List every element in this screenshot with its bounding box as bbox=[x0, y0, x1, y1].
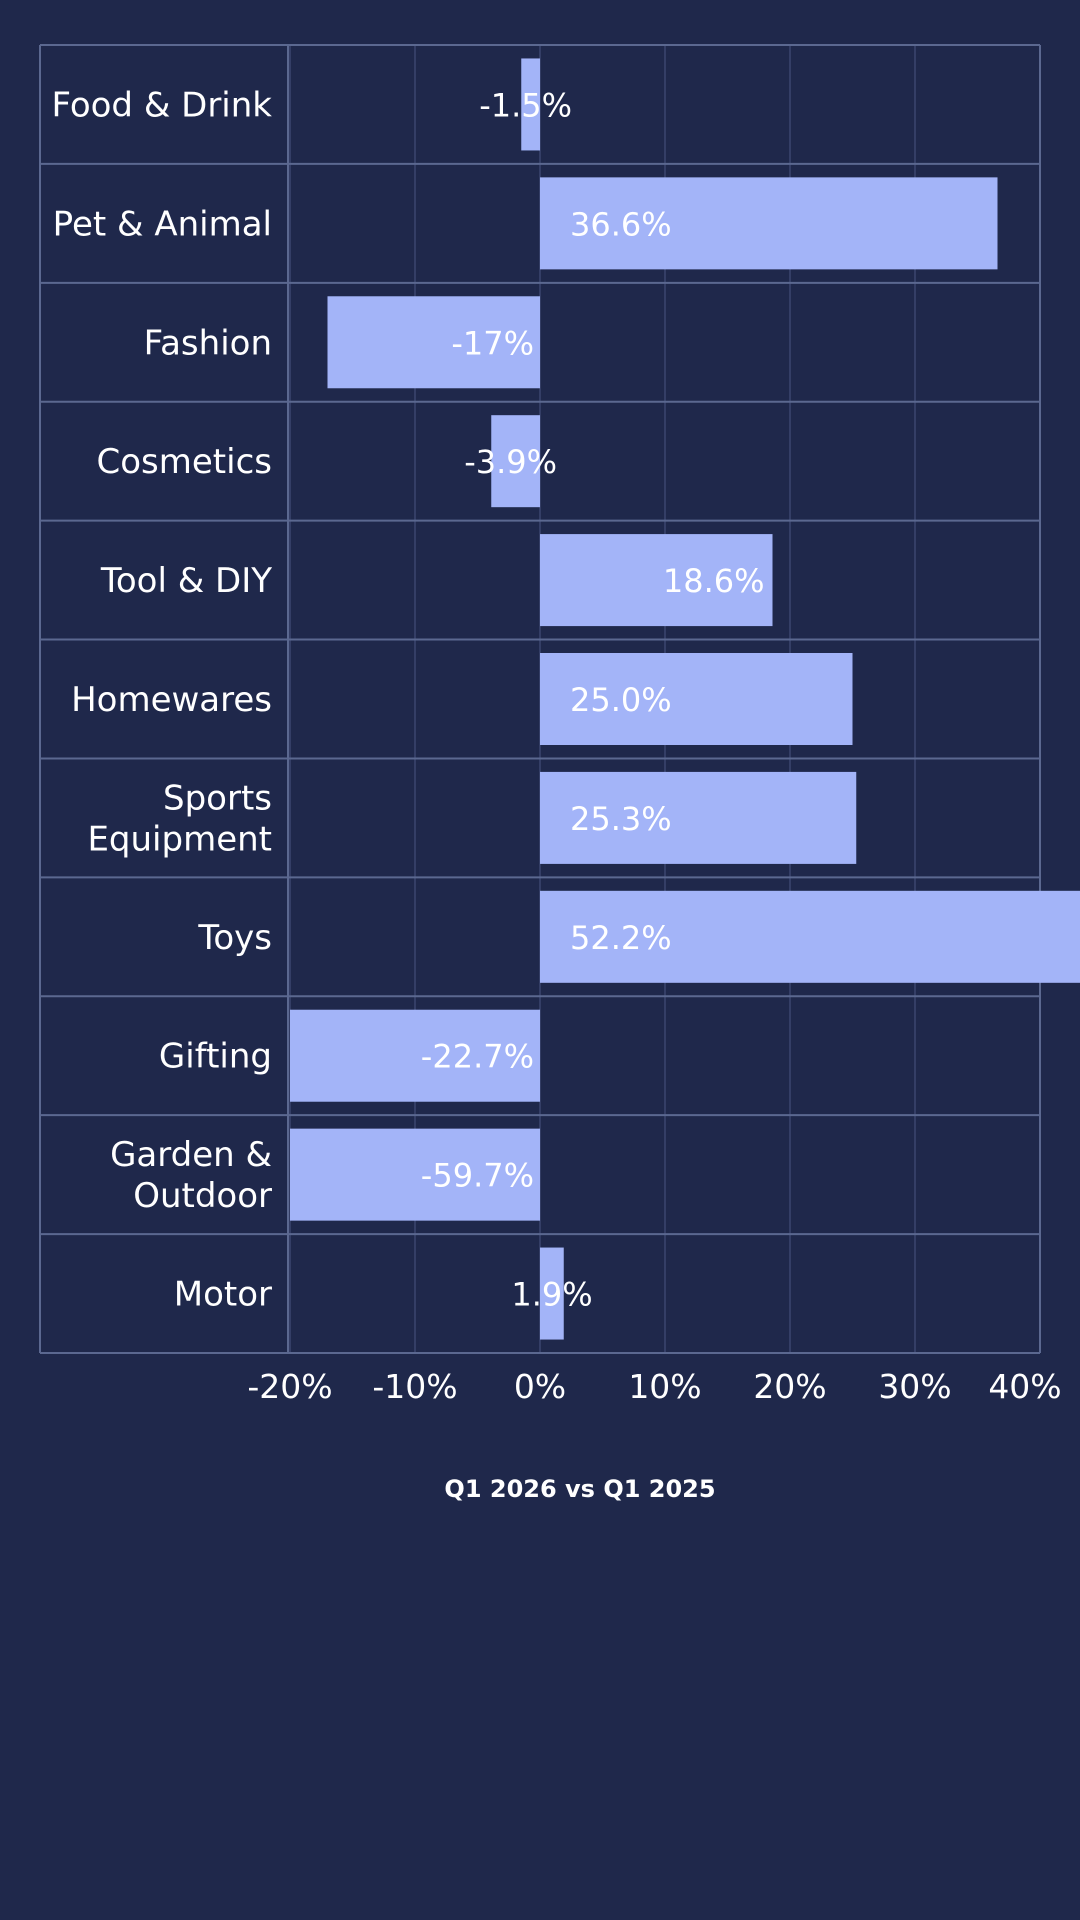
x-axis-title: Q1 2026 vs Q1 2025 bbox=[444, 1475, 715, 1503]
value-label-1: 36.6% bbox=[570, 205, 672, 243]
bar-7 bbox=[540, 890, 1080, 983]
category-label-1: Pet & Animal bbox=[53, 204, 272, 244]
category-label-line: Sports bbox=[163, 778, 272, 818]
category-label-line: Fashion bbox=[144, 323, 272, 363]
category-label-9: Garden & Outdoor bbox=[110, 1135, 272, 1216]
value-label-10: 1.9% bbox=[511, 1276, 592, 1314]
category-label-0: Food & Drink bbox=[51, 85, 272, 125]
bar-8 bbox=[290, 1009, 540, 1102]
value-label-8: -22.7% bbox=[421, 1038, 534, 1076]
x-tick-label-2: 0% bbox=[514, 1367, 566, 1406]
value-label-7: 52.2% bbox=[570, 919, 672, 957]
value-label-4: 18.6% bbox=[663, 562, 765, 600]
value-label-5: 25.0% bbox=[570, 681, 672, 719]
bar-1 bbox=[540, 177, 998, 270]
bar-5 bbox=[540, 653, 853, 745]
label-layer: -1.5% Food & Drink 36.6% Pet & Animal -17% Fa… bbox=[51, 85, 764, 1314]
value-label-2: -17% bbox=[451, 324, 534, 362]
category-label-8: Gifting bbox=[159, 1037, 272, 1077]
category-label-line: Outdoor bbox=[133, 1176, 272, 1216]
category-label-3: Cosmetics bbox=[97, 442, 272, 482]
bar-9 bbox=[290, 1128, 540, 1221]
x-axis: -20% -10% 0% 10% 20% 30% 40% bbox=[247, 1367, 1061, 1406]
bar-layer bbox=[290, 58, 1080, 1340]
category-label-6: Sports Equipment bbox=[87, 778, 272, 859]
category-label-line: Equipment bbox=[87, 819, 272, 859]
x-tick-label-6: 40% bbox=[988, 1367, 1061, 1406]
x-tick-label-0: -20% bbox=[247, 1367, 332, 1406]
x-tick-label-4: 20% bbox=[753, 1367, 826, 1406]
x-tick-label-3: 10% bbox=[628, 1367, 701, 1406]
category-label-line: Garden & bbox=[110, 1135, 272, 1175]
bar-2 bbox=[327, 296, 540, 389]
value-label-0: -1.5% bbox=[479, 86, 572, 124]
category-label-line: Cosmetics bbox=[97, 442, 272, 482]
bar-3 bbox=[491, 415, 540, 508]
category-label-2: Fashion bbox=[144, 323, 272, 363]
x-tick-label-5: 30% bbox=[878, 1367, 951, 1406]
category-label-line: Homewares bbox=[71, 680, 272, 720]
category-label-line: Motor bbox=[174, 1275, 272, 1315]
bar-10 bbox=[540, 1247, 564, 1340]
category-label-line: Toys bbox=[197, 918, 272, 958]
value-label-6: 25.3% bbox=[570, 800, 672, 838]
category-label-10: Motor bbox=[174, 1275, 272, 1315]
bar-4 bbox=[540, 534, 773, 627]
category-label-4: Tool & DIY bbox=[100, 561, 272, 601]
x-tick-label-1: -10% bbox=[372, 1367, 457, 1406]
category-label-line: Gifting bbox=[159, 1037, 272, 1077]
bar-6 bbox=[540, 771, 857, 864]
category-label-line: Tool & DIY bbox=[100, 561, 272, 601]
category-label-line: Food & Drink bbox=[51, 85, 272, 125]
category-label-7: Toys bbox=[197, 918, 272, 958]
value-label-3: -3.9% bbox=[464, 443, 557, 481]
category-label-line: Pet & Animal bbox=[53, 204, 272, 244]
bar-0 bbox=[521, 58, 540, 151]
value-label-9: -59.7% bbox=[421, 1157, 534, 1195]
category-label-5: Homewares bbox=[71, 680, 272, 720]
